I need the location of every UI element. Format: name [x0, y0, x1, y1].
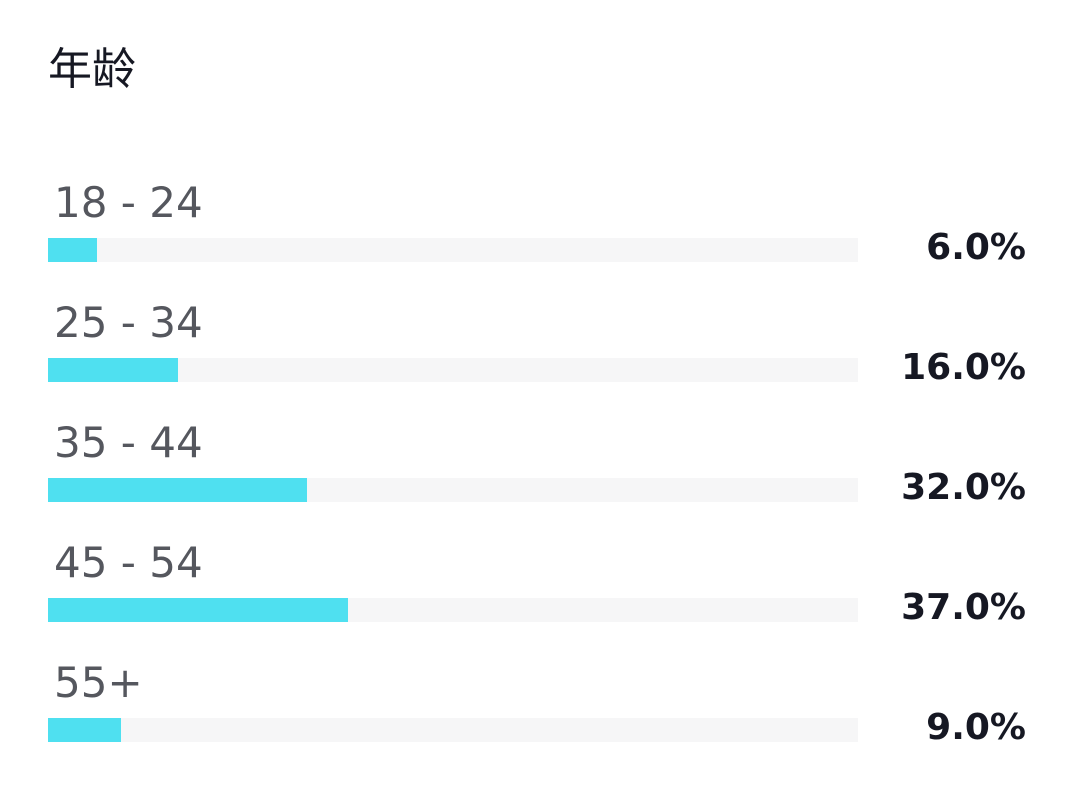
value-label: 37.0%: [901, 587, 1026, 628]
bar: [48, 478, 308, 502]
bar-track: [48, 358, 858, 382]
bar-row: 45 - 54 37.0%: [0, 540, 1080, 640]
category-label: 55+: [54, 658, 143, 707]
value-label: 9.0%: [926, 707, 1026, 748]
bar-track: [48, 718, 858, 742]
bar: [48, 358, 178, 382]
bar-track: [48, 478, 858, 502]
bar: [48, 718, 121, 742]
bar: [48, 238, 97, 262]
bar-row: 55+ 9.0%: [0, 660, 1080, 760]
bar-track: [48, 598, 858, 622]
bar-track: [48, 238, 858, 262]
category-label: 45 - 54: [54, 538, 203, 587]
chart-title: 年龄: [48, 44, 136, 95]
bar: [48, 598, 348, 622]
value-label: 32.0%: [901, 467, 1026, 508]
bar-row: 18 - 24 6.0%: [0, 180, 1080, 280]
category-label: 35 - 44: [54, 418, 203, 467]
value-label: 6.0%: [926, 227, 1026, 268]
bar-row: 25 - 34 16.0%: [0, 300, 1080, 400]
category-label: 25 - 34: [54, 298, 203, 347]
bar-row: 35 - 44 32.0%: [0, 420, 1080, 520]
value-label: 16.0%: [901, 347, 1026, 388]
category-label: 18 - 24: [54, 178, 203, 227]
